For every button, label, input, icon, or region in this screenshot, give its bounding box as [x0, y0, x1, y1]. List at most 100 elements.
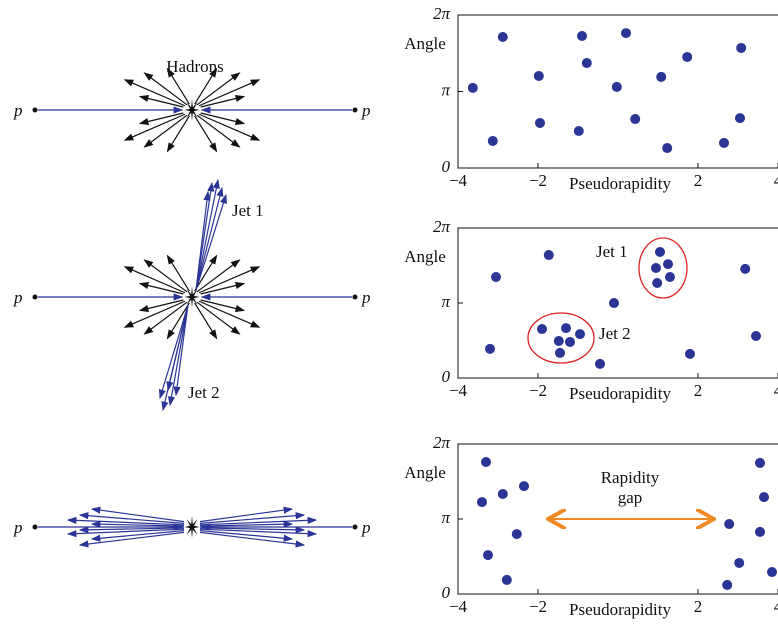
arrow	[125, 301, 185, 327]
y-axis-label: Angle	[404, 34, 446, 53]
proton	[353, 295, 358, 300]
diagrams	[33, 69, 358, 545]
burst	[184, 286, 199, 308]
x-tick-label: 4	[774, 381, 778, 400]
y-tick-label: 2π	[433, 217, 451, 236]
x-axis-label: Pseudorapidity	[569, 600, 671, 619]
y-axis-label: Angle	[404, 247, 446, 266]
point	[719, 138, 729, 148]
point	[595, 359, 605, 369]
y-tick-label: π	[441, 80, 450, 99]
proton	[353, 525, 358, 530]
y-tick-label: 0	[442, 367, 451, 386]
proton-label: p	[361, 101, 371, 120]
proton-label: p	[361, 288, 371, 307]
x-tick-label: −4	[449, 171, 468, 190]
point	[502, 575, 512, 585]
arrow	[125, 267, 185, 293]
arrow	[125, 114, 185, 140]
y-tick-label: 0	[442, 157, 451, 176]
x-tick-label: −2	[529, 381, 547, 400]
point	[498, 489, 508, 499]
proton	[33, 525, 38, 530]
point	[759, 492, 769, 502]
point	[735, 113, 745, 123]
point	[755, 458, 765, 468]
point	[621, 28, 631, 38]
figure: Hadrons Jet 1 Jet 2 p p p p p p Jet 1 Je…	[0, 0, 778, 633]
point	[722, 580, 732, 590]
y-axis-label: Angle	[404, 463, 446, 482]
proton-label: p	[13, 101, 23, 120]
x-axis-label: Pseudorapidity	[569, 174, 671, 193]
point	[561, 323, 571, 333]
proton-label: p	[13, 518, 23, 537]
point	[724, 519, 734, 529]
y-tick-label: 0	[442, 583, 451, 602]
point	[656, 72, 666, 82]
burst	[184, 99, 199, 121]
point	[483, 550, 493, 560]
x-tick-label: 4	[774, 597, 778, 616]
point	[665, 272, 675, 282]
annotation: Rapidity gap	[590, 468, 670, 508]
point	[481, 457, 491, 467]
point	[519, 481, 529, 491]
point	[682, 52, 692, 62]
point	[554, 336, 564, 346]
point	[575, 329, 585, 339]
diagram-label: Jet 1	[232, 201, 264, 220]
point	[630, 114, 640, 124]
x-tick-label: 2	[694, 171, 703, 190]
x-tick-label: 2	[694, 597, 703, 616]
point	[740, 264, 750, 274]
x-tick-label: 2	[694, 381, 703, 400]
point	[609, 298, 619, 308]
x-tick-label: 4	[774, 171, 778, 190]
point	[485, 344, 495, 354]
point	[663, 259, 673, 269]
point	[655, 247, 665, 257]
proton	[33, 295, 38, 300]
diagram-label: Jet 2	[188, 383, 220, 402]
point	[477, 497, 487, 507]
point	[751, 331, 761, 341]
proton-label: p	[13, 288, 23, 307]
annotation: Jet 1	[596, 242, 628, 261]
point	[488, 136, 498, 146]
proton	[353, 108, 358, 113]
diagram-label: Hadrons	[166, 57, 224, 76]
point	[565, 337, 575, 347]
point	[534, 71, 544, 81]
proton	[33, 108, 38, 113]
point	[612, 82, 622, 92]
jet-circle	[639, 238, 687, 298]
canvas: Hadrons Jet 1 Jet 2 p p p p p p Jet 1 Je…	[0, 0, 778, 633]
point	[512, 529, 522, 539]
point	[498, 32, 508, 42]
y-tick-label: π	[441, 292, 450, 311]
point	[734, 558, 744, 568]
point	[574, 126, 584, 136]
x-tick-label: −2	[529, 171, 547, 190]
x-tick-label: −2	[529, 597, 547, 616]
annotation: Jet 2	[599, 324, 631, 343]
point	[685, 349, 695, 359]
point	[736, 43, 746, 53]
point	[544, 250, 554, 260]
arrow	[199, 114, 259, 140]
y-tick-label: 2π	[433, 433, 451, 452]
point	[468, 83, 478, 93]
point	[755, 527, 765, 537]
arrow	[199, 80, 259, 106]
x-tick-label: −4	[449, 597, 468, 616]
arrow	[199, 301, 259, 327]
x-axis-label: Pseudorapidity	[569, 384, 671, 403]
point	[535, 118, 545, 128]
point	[577, 31, 587, 41]
point	[555, 348, 565, 358]
arrow	[125, 80, 185, 106]
point	[662, 143, 672, 153]
y-tick-label: 2π	[433, 4, 451, 23]
point	[491, 272, 501, 282]
